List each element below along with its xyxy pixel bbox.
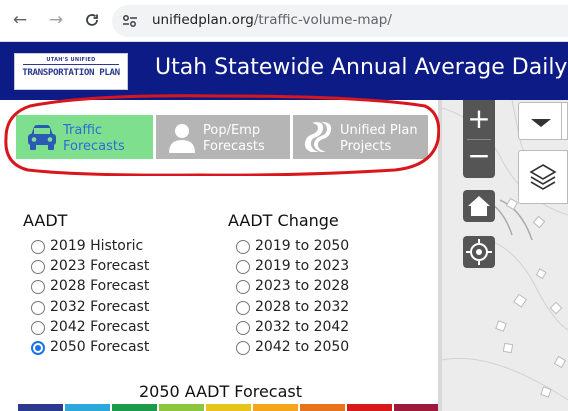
tab-traffic-forecasts[interactable]: Traffic Forecasts	[16, 115, 153, 159]
legend-swatch	[347, 404, 392, 411]
aadt-title: AADT	[23, 211, 68, 230]
logo-divider	[23, 64, 119, 65]
radio-button[interactable]	[31, 301, 45, 315]
home-icon[interactable]	[463, 190, 495, 222]
radio-button[interactable]	[31, 260, 45, 274]
legend-title: 2050 AADT Forecast	[138, 382, 303, 401]
tab-label: Traffic Forecasts	[63, 123, 125, 154]
reload-icon[interactable]	[81, 9, 103, 31]
radio-button-selected[interactable]	[31, 341, 45, 355]
logo[interactable]: UTAH'S UNIFIED TRANSPORTATION PLAN	[14, 53, 128, 90]
url-text[interactable]: unifiedplan.org/traffic-volume-map/	[152, 12, 392, 28]
legend-swatch	[394, 404, 439, 411]
road-icon	[304, 122, 332, 152]
minus-icon[interactable]: −	[467, 139, 491, 172]
zoom-control: + −	[463, 100, 495, 178]
legend-swatch	[18, 404, 63, 411]
side-panel: Traffic Forecasts Pop/Emp Forecasts Unifie…	[0, 100, 441, 411]
browser-toolbar: ← → unifiedplan.org/traffic-volume-map/	[0, 0, 568, 42]
legend-color-bar	[18, 404, 441, 411]
tab-pop-emp-forecasts[interactable]: Pop/Emp Forecasts	[156, 115, 290, 159]
app-header: UTAH'S UNIFIED TRANSPORTATION PLAN Utah …	[0, 42, 568, 100]
chevron-down-icon[interactable]	[518, 102, 562, 140]
url-path: /traffic-volume-map/	[253, 12, 392, 28]
plus-icon[interactable]: +	[467, 102, 491, 135]
layers-icon[interactable]	[518, 150, 568, 204]
arrow-right-icon[interactable]: →	[48, 10, 64, 30]
radio-button[interactable]	[236, 280, 250, 294]
site-settings-icon[interactable]	[121, 12, 139, 30]
logo-main-text: TRANSPORTATION PLAN	[22, 67, 120, 78]
legend-swatch	[159, 404, 204, 411]
radio-button[interactable]	[236, 301, 250, 315]
radio-button[interactable]	[236, 341, 250, 355]
radio-button[interactable]	[31, 240, 45, 254]
arrow-left-icon[interactable]: ←	[12, 10, 28, 30]
legend-swatch	[112, 404, 157, 411]
legend-swatch	[65, 404, 110, 411]
car-icon	[28, 125, 56, 150]
map-view[interactable]: + −	[442, 100, 568, 411]
radio-button[interactable]	[236, 260, 250, 274]
tab-unified-plan-projects[interactable]: Unified Plan Projects	[293, 115, 428, 159]
legend-swatch	[206, 404, 251, 411]
page-title: Utah Statewide Annual Average Daily	[155, 55, 568, 80]
url-domain: unifiedplan.org	[152, 12, 254, 28]
radio-button[interactable]	[236, 240, 250, 254]
radio-button[interactable]	[31, 321, 45, 335]
map-background	[442, 100, 568, 411]
locate-icon[interactable]	[463, 236, 495, 268]
dropdown-edge	[562, 102, 568, 140]
radio-button[interactable]	[31, 280, 45, 294]
person-icon	[169, 124, 195, 153]
logo-top-text: UTAH'S UNIFIED	[46, 57, 96, 63]
aadt-change-title: AADT Change	[228, 211, 339, 230]
panel-scrollbar[interactable]	[438, 100, 442, 411]
address-bar[interactable]: unifiedplan.org/traffic-volume-map/	[112, 5, 568, 37]
legend-swatch	[300, 404, 345, 411]
radio-button[interactable]	[236, 321, 250, 335]
tab-label: Unified Plan Projects	[340, 123, 418, 154]
legend-swatch	[253, 404, 298, 411]
tab-label: Pop/Emp Forecasts	[203, 123, 265, 154]
